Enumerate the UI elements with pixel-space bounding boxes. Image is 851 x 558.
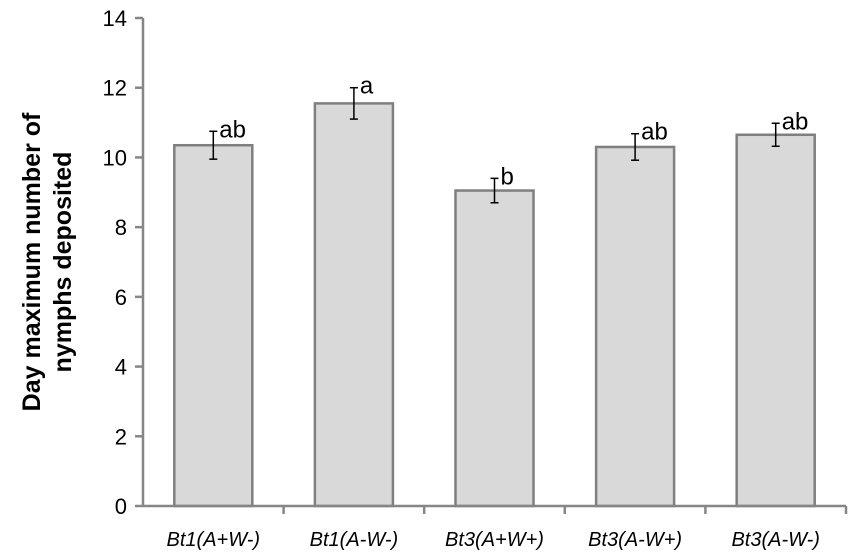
y-tick-label: 8 [115, 215, 127, 240]
x-axis-categories: Bt1(A+W-) Bt1(A-W-) Bt3(A+W+) Bt3(A-W+) Bt3(… [167, 506, 848, 551]
x-category-label: Bt1(A+W-) [167, 529, 261, 551]
error-bar [771, 122, 780, 148]
y-tick-label: 12 [103, 76, 127, 101]
y-tick-label: 6 [115, 285, 127, 310]
significance-letter: ab [219, 116, 246, 143]
bar [735, 133, 816, 508]
y-tick-label: 0 [115, 494, 127, 519]
y-axis-ticks: 0 2 4 6 8 10 12 14 [103, 6, 143, 519]
significance-letter: ab [641, 119, 668, 146]
y-tick-label: 2 [115, 424, 127, 449]
significance-letter: ab [782, 108, 809, 135]
bars [173, 102, 816, 508]
error-bar [490, 177, 499, 204]
significance-letter: b [501, 163, 514, 190]
y-tick-label: 14 [103, 6, 127, 31]
error-bar [349, 86, 358, 120]
bar [173, 143, 254, 508]
x-category-label: Bt3(A+W+) [445, 529, 544, 551]
significance-letter: a [360, 73, 374, 100]
error-bar [209, 130, 218, 160]
bar [454, 189, 535, 508]
y-tick-label: 4 [115, 355, 127, 380]
x-category-label: Bt3(A-W-) [731, 529, 820, 551]
y-tick-label: 10 [103, 145, 127, 170]
y-axis-title-line-2: nymphs deposited [49, 152, 77, 373]
x-category-label: Bt3(A-W+) [588, 529, 682, 551]
error-bars [209, 86, 780, 204]
bar [594, 145, 676, 508]
error-bar [631, 132, 640, 161]
bar [313, 102, 395, 508]
y-axis-title-line-1: Day maximum number of [18, 112, 46, 411]
x-category-label: Bt1(A-W-) [310, 529, 399, 551]
y-axis-title: Day maximum number of nymphs deposited [18, 112, 77, 411]
